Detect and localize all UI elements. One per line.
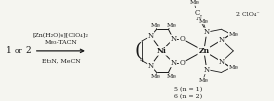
Text: or: or bbox=[14, 47, 22, 55]
Text: Me: Me bbox=[151, 23, 161, 28]
Text: [Zn(H₂O)₆][ClO₄]₂: [Zn(H₂O)₆][ClO₄]₂ bbox=[33, 33, 89, 38]
Text: Me₃-TACN: Me₃-TACN bbox=[44, 39, 77, 45]
Text: Me: Me bbox=[190, 0, 200, 5]
Text: 1: 1 bbox=[6, 46, 12, 55]
Text: O: O bbox=[179, 35, 185, 43]
Text: N: N bbox=[148, 32, 154, 40]
Text: (: ( bbox=[134, 42, 142, 60]
Text: 6 (n = 2): 6 (n = 2) bbox=[174, 94, 202, 99]
Text: 5 (n = 1): 5 (n = 1) bbox=[174, 87, 202, 92]
Text: Et₃N, MeCN: Et₃N, MeCN bbox=[42, 58, 80, 63]
Text: Zn: Zn bbox=[198, 47, 209, 55]
Text: Me: Me bbox=[199, 78, 209, 83]
Text: N: N bbox=[204, 28, 210, 36]
Text: n: n bbox=[140, 57, 144, 62]
Text: N: N bbox=[170, 59, 176, 67]
Text: 2 ClO₄⁻: 2 ClO₄⁻ bbox=[236, 12, 260, 17]
Text: Me: Me bbox=[228, 32, 238, 37]
Text: C: C bbox=[194, 9, 199, 17]
Text: 2: 2 bbox=[26, 46, 32, 55]
Text: Me: Me bbox=[151, 74, 161, 79]
Text: Ni: Ni bbox=[157, 47, 167, 55]
Text: N: N bbox=[218, 58, 225, 66]
Text: Me: Me bbox=[166, 74, 176, 79]
Text: N: N bbox=[148, 62, 154, 70]
Text: N: N bbox=[218, 36, 225, 44]
Text: Me: Me bbox=[166, 23, 176, 28]
Text: N: N bbox=[196, 14, 202, 22]
Text: N: N bbox=[204, 66, 210, 74]
Text: N: N bbox=[170, 35, 176, 43]
Text: Me: Me bbox=[199, 19, 209, 24]
Text: Me: Me bbox=[228, 65, 238, 70]
Text: O: O bbox=[179, 59, 185, 67]
